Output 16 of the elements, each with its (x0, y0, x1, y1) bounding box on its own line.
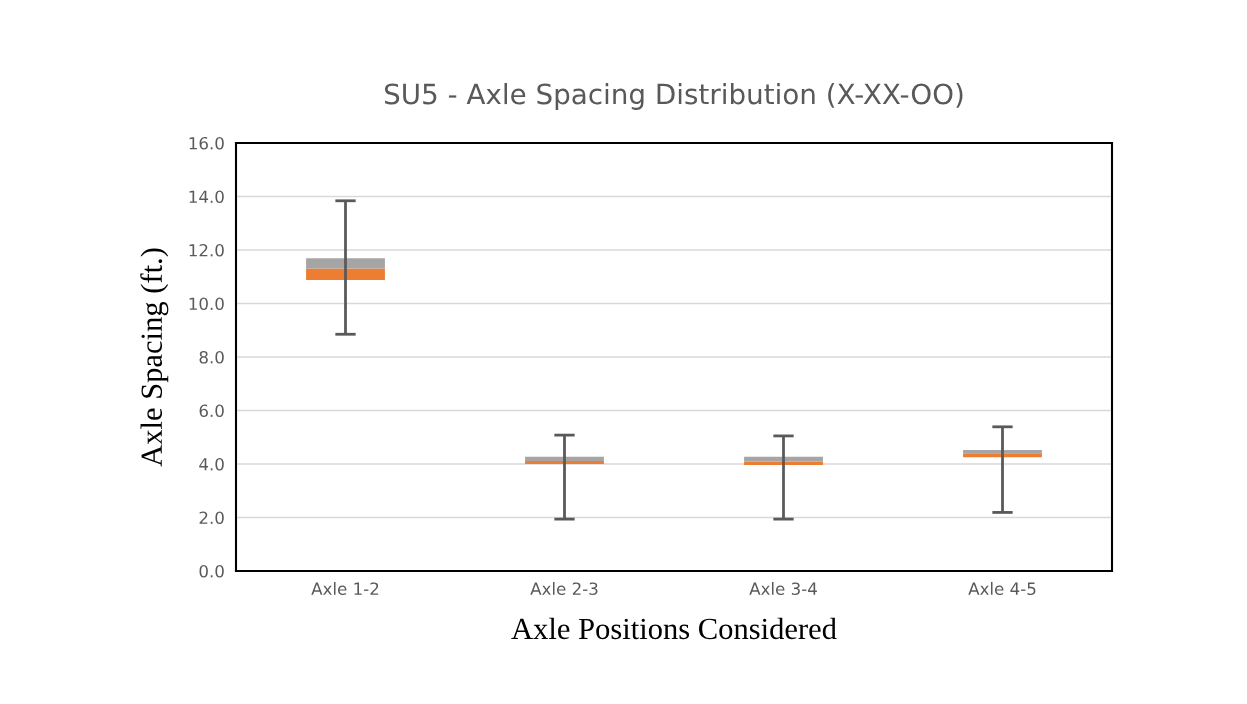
y-tick-label: 0.0 (199, 564, 224, 578)
y-tick-label: 12.0 (189, 243, 224, 257)
y-tick-label: 2.0 (199, 511, 224, 525)
y-tick-label: 16.0 (189, 136, 224, 150)
y-tick-label: 4.0 (199, 457, 224, 471)
x-tick-label: Axle 1-2 (311, 582, 379, 596)
x-tick-label: Axle 3-4 (749, 582, 817, 596)
chart-title: SU5 - Axle Spacing Distribution (X-XX-OO) (384, 83, 963, 110)
y-tick-label: 10.0 (189, 297, 224, 311)
y-axis-title: Axle Spacing (ft.) (140, 248, 169, 467)
y-tick-label: 8.0 (199, 350, 224, 364)
y-tick-label: 6.0 (199, 404, 224, 418)
x-tick-label: Axle 2-3 (530, 582, 598, 596)
x-tick-label: Axle 4-5 (968, 582, 1036, 596)
x-axis-title: Axle Positions Considered (511, 617, 837, 640)
y-tick-label: 14.0 (189, 190, 224, 204)
